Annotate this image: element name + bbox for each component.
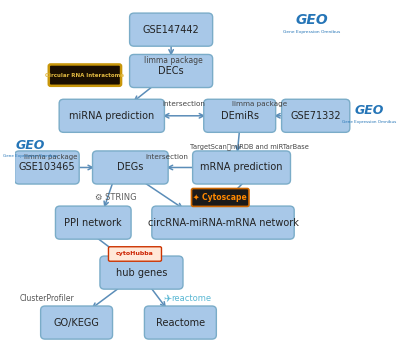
Text: GSE147442: GSE147442 — [143, 25, 200, 35]
Text: GSE71332: GSE71332 — [290, 111, 341, 121]
FancyBboxPatch shape — [15, 151, 79, 184]
Text: GO/KEGG: GO/KEGG — [54, 318, 100, 328]
Text: reactome: reactome — [171, 294, 211, 303]
Text: GEO: GEO — [355, 104, 384, 118]
FancyBboxPatch shape — [152, 206, 294, 239]
FancyBboxPatch shape — [108, 247, 162, 261]
Text: Gene Expression Omnibus: Gene Expression Omnibus — [342, 120, 396, 124]
Text: ✈: ✈ — [164, 294, 172, 304]
Text: Circular RNA Interactome: Circular RNA Interactome — [46, 73, 124, 78]
Text: GEO: GEO — [16, 139, 45, 152]
FancyBboxPatch shape — [56, 206, 131, 239]
FancyBboxPatch shape — [204, 99, 276, 132]
FancyBboxPatch shape — [144, 306, 216, 339]
Text: limma package: limma package — [144, 56, 202, 65]
Text: DECs: DECs — [158, 66, 184, 76]
Text: intersection: intersection — [163, 101, 206, 107]
FancyBboxPatch shape — [59, 99, 164, 132]
Text: GEO: GEO — [296, 13, 328, 27]
Text: GSE103465: GSE103465 — [19, 163, 75, 173]
Text: TargetScan、miRDB and miRTarBase: TargetScan、miRDB and miRTarBase — [190, 144, 308, 151]
Text: Reactome: Reactome — [156, 318, 205, 328]
FancyBboxPatch shape — [192, 189, 249, 207]
Text: hub genes: hub genes — [116, 267, 167, 277]
FancyBboxPatch shape — [193, 151, 290, 184]
Text: PPI network: PPI network — [64, 218, 122, 228]
Text: Gene Expression Omnibus: Gene Expression Omnibus — [283, 30, 341, 34]
Text: limma package: limma package — [232, 101, 288, 107]
Text: circRNA-miRNA-mRNA network: circRNA-miRNA-mRNA network — [148, 218, 298, 228]
Text: ClusterProfiler: ClusterProfiler — [19, 294, 74, 303]
Text: Gene Expression Omnibus: Gene Expression Omnibus — [3, 154, 57, 158]
FancyBboxPatch shape — [92, 151, 168, 184]
Text: DEmiRs: DEmiRs — [221, 111, 259, 121]
FancyBboxPatch shape — [41, 306, 112, 339]
FancyBboxPatch shape — [282, 99, 350, 132]
Text: intersection: intersection — [145, 154, 188, 160]
FancyBboxPatch shape — [49, 64, 121, 86]
Text: limma package: limma package — [24, 154, 77, 160]
FancyBboxPatch shape — [130, 13, 213, 46]
FancyBboxPatch shape — [130, 54, 213, 88]
Text: ⚙️ STRING: ⚙️ STRING — [95, 193, 137, 202]
Text: cytoHubba: cytoHubba — [116, 252, 154, 256]
Text: DEGs: DEGs — [117, 163, 144, 173]
FancyBboxPatch shape — [100, 256, 183, 289]
Text: ✦ Cytoscape: ✦ Cytoscape — [193, 193, 247, 202]
Text: mRNA prediction: mRNA prediction — [200, 163, 283, 173]
Text: miRNA prediction: miRNA prediction — [69, 111, 154, 121]
